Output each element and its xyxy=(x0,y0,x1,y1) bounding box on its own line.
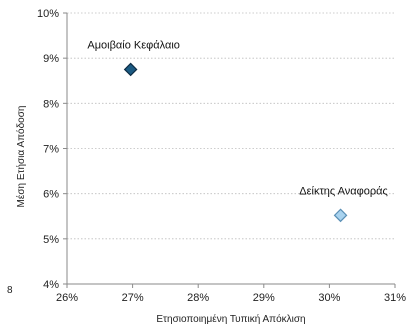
x-axis-title: Ετησιοποιημένη Τυπική Απόκλιση xyxy=(156,313,305,324)
y-tick-label: 4% xyxy=(43,279,59,291)
data-point-label: Δείκτης Αναφοράς xyxy=(299,185,388,197)
x-tick-label: 28% xyxy=(187,292,209,304)
data-point xyxy=(333,208,348,223)
x-tick-label: 31% xyxy=(384,292,406,304)
y-tick-label: 7% xyxy=(43,144,59,156)
x-tick-label: 26% xyxy=(56,292,78,304)
data-point xyxy=(123,62,138,77)
stray-label: 8 xyxy=(7,285,13,296)
y-axis-title: Μέση Ετήσια Απόδοση xyxy=(15,106,27,208)
y-tick-label: 5% xyxy=(43,234,59,246)
y-tick-label: 10% xyxy=(37,8,59,20)
y-tick-label: 9% xyxy=(43,53,59,65)
y-tick-label: 8% xyxy=(43,98,59,110)
y-tick-label: 6% xyxy=(43,189,59,201)
x-tick-label: 27% xyxy=(122,292,144,304)
data-point-label: Αμοιβαίο Κεφάλαιο xyxy=(87,39,180,51)
x-tick-label: 29% xyxy=(253,292,275,304)
x-tick-label: 30% xyxy=(318,292,340,304)
